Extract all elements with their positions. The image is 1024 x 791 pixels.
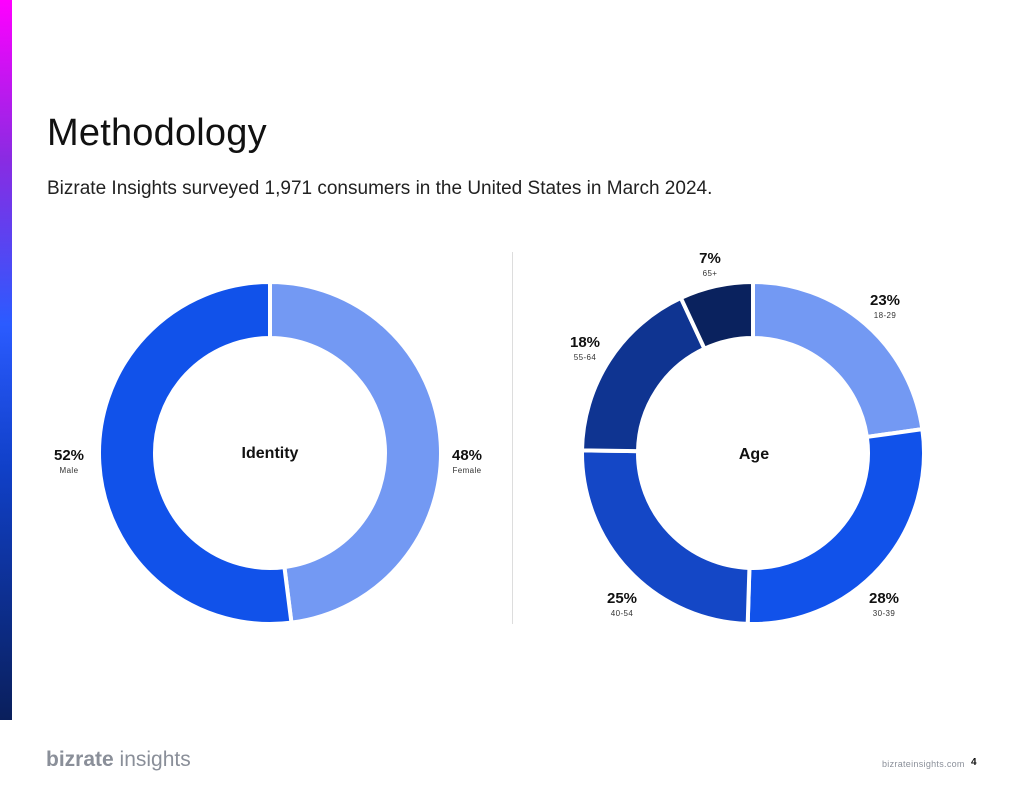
page-number: 4 — [971, 757, 977, 768]
bizrate-insights-logo: bizrate insights — [46, 748, 191, 772]
age-65plus-value-label: 7% — [699, 250, 721, 267]
accent-gradient-bar — [0, 0, 12, 720]
age-40-54-category-label: 40-54 — [611, 609, 634, 618]
age-slice-55-64 — [580, 295, 707, 454]
identity-slice-female — [268, 280, 444, 625]
identity-female-value-label: 48% — [452, 447, 482, 464]
age-slice-65plus — [678, 280, 755, 351]
age-55-64-category-label: 55-64 — [574, 353, 597, 362]
age-30-39-category-label: 30-39 — [873, 609, 896, 618]
age-center-label: Age — [739, 446, 769, 463]
age-slices — [580, 280, 926, 626]
age-40-54-value-label: 25% — [607, 590, 637, 607]
identity-male-category-label: Male — [60, 466, 79, 475]
footer-url: bizrateinsights.com — [882, 759, 965, 769]
page-title: Methodology — [47, 112, 267, 154]
age-65plus-category-label: 65+ — [703, 269, 718, 278]
age-30-39-value-label: 28% — [869, 590, 899, 607]
brand-wordmark-bold: bizrate — [46, 748, 114, 771]
identity-female-category-label: Female — [452, 466, 481, 475]
brand-wordmark-light: insights — [113, 748, 191, 771]
age-18-29-value-label: 23% — [870, 292, 900, 309]
age-18-29-category-label: 18-29 — [874, 311, 897, 320]
identity-center-label: Identity — [242, 445, 299, 462]
identity-slices — [97, 280, 444, 626]
age-slice-30-39 — [745, 427, 926, 626]
chart-divider — [512, 252, 513, 624]
identity-slice-male — [97, 280, 294, 626]
age-55-64-value-label: 18% — [570, 334, 600, 351]
page-subtitle: Bizrate Insights surveyed 1,971 consumer… — [47, 178, 713, 199]
identity-male-value-label: 52% — [54, 447, 84, 464]
